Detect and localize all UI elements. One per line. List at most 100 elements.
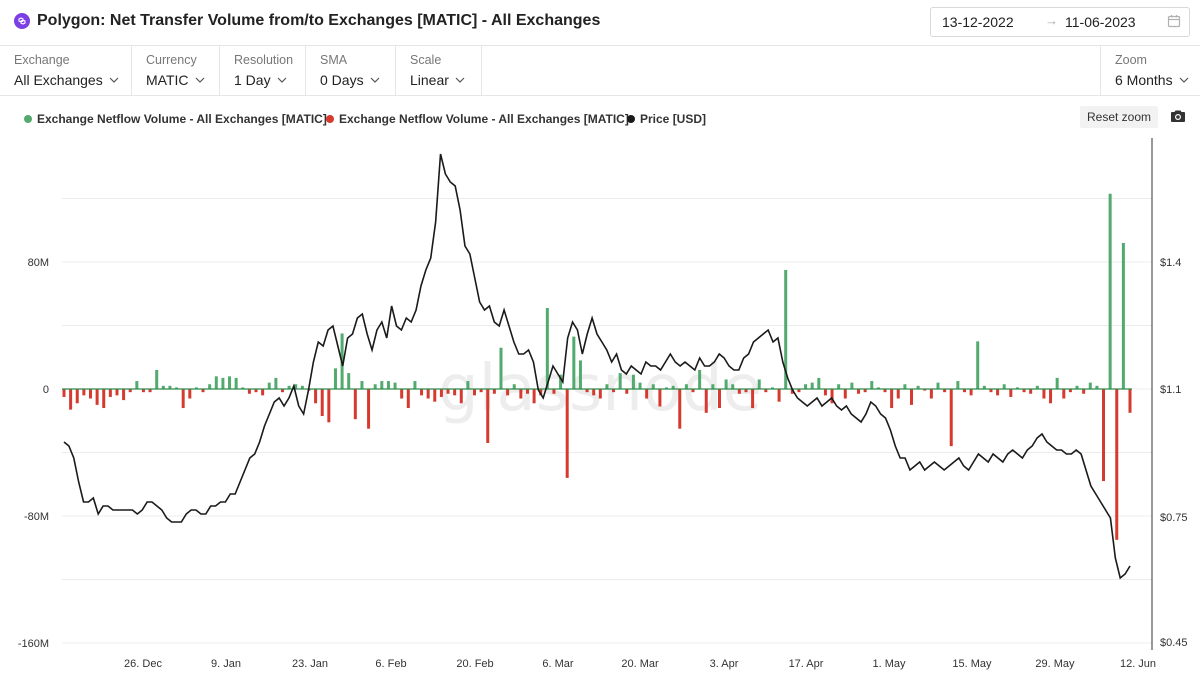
date-range-picker[interactable]: 13-12-2022 → 11-06-2023 [930, 7, 1190, 37]
legend-dot [24, 115, 32, 123]
netflow-bar [804, 384, 808, 389]
netflow-bar [764, 389, 768, 393]
netflow-bar [1108, 193, 1112, 389]
netflow-bar [1095, 385, 1099, 389]
date-to-input[interactable]: 11-06-2023 [1065, 14, 1136, 30]
x-tick-label: 6. Feb [375, 658, 406, 670]
chevron-down-icon [109, 70, 119, 86]
netflow-bar [631, 374, 635, 389]
exchange-label: Exchange [14, 53, 70, 67]
resolution-label: Resolution [234, 53, 294, 67]
netflow-bar [420, 389, 424, 396]
resolution-select[interactable]: Resolution 1 Day [220, 46, 306, 95]
netflow-bar [565, 389, 569, 478]
netflow-bar [989, 389, 993, 393]
netflow-bar [883, 389, 887, 393]
exchange-select[interactable]: Exchange All Exchanges [0, 46, 132, 95]
netflow-bar [770, 387, 774, 389]
netflow-bar [711, 384, 715, 389]
netflow-bar [108, 389, 112, 397]
netflow-bar [393, 382, 397, 389]
netflow-bar [962, 389, 966, 393]
netflow-bar [585, 389, 589, 393]
netflow-bar [870, 381, 874, 389]
sma-label: SMA [320, 53, 348, 67]
x-tick-label: 12. Jun [1120, 658, 1156, 670]
zoom-select[interactable]: Zoom 6 Months [1100, 46, 1200, 95]
netflow-bar [459, 389, 463, 404]
x-tick-label: 15. May [952, 658, 992, 670]
netflow-bar [1035, 385, 1039, 389]
netflow-bar [473, 389, 477, 396]
date-range-arrow: → [1045, 13, 1058, 28]
netflow-bar [784, 269, 788, 389]
netflow-bar [724, 379, 728, 389]
netflow-bar [837, 384, 841, 389]
reset-zoom-button[interactable]: Reset zoom [1080, 106, 1158, 128]
resolution-value: 1 Day [234, 72, 271, 88]
y-left-tick-label: -160M [18, 638, 49, 650]
y-left-tick-label: 80M [28, 257, 49, 269]
legend-item-outflow[interactable]: Exchange Netflow Volume - All Exchanges … [326, 112, 629, 126]
netflow-bar [1088, 382, 1092, 389]
netflow-bar [168, 385, 172, 389]
calendar-icon[interactable] [1167, 14, 1181, 31]
x-tick-label: 1. May [872, 658, 906, 670]
netflow-bar [929, 389, 933, 399]
netflow-bar [281, 389, 284, 393]
netflow-bar [810, 382, 814, 389]
y-right-tick-label: $0.45 [1160, 637, 1188, 649]
currency-select[interactable]: Currency MATIC [132, 46, 220, 95]
netflow-bar [1002, 384, 1006, 389]
netflow-bar [88, 389, 92, 399]
netflow-bar [413, 381, 417, 389]
legend-dot [326, 115, 334, 123]
x-tick-label: 29. May [1035, 658, 1075, 670]
netflow-bar [115, 389, 119, 396]
netflow-bar [439, 389, 443, 397]
scale-label: Scale [410, 53, 442, 67]
date-from-input[interactable]: 13-12-2022 [942, 14, 1014, 30]
legend-label: Price [USD] [640, 112, 707, 126]
netflow-bar [1128, 389, 1132, 413]
scale-select[interactable]: Scale Linear [396, 46, 482, 95]
x-tick-label: 17. Apr [789, 658, 824, 670]
camera-icon[interactable] [1170, 109, 1186, 128]
x-tick-label: 6. Mar [542, 658, 574, 670]
legend-item-price[interactable]: Price [USD] [627, 112, 706, 126]
netflow-bar [612, 389, 616, 393]
netflow-bar [572, 336, 576, 389]
netflow-bar [228, 376, 232, 389]
netflow-bar [910, 389, 913, 405]
netflow-bar [777, 389, 781, 402]
netflow-bar [148, 389, 152, 393]
netflow-bar [181, 389, 185, 409]
netflow-bar [843, 389, 847, 399]
netflow-bar [645, 389, 649, 399]
netflow-bar [559, 374, 563, 389]
left-axis: 80M 0 -80M -160M [18, 257, 49, 650]
netflow-bar [1062, 389, 1066, 399]
netflow-bar [360, 381, 364, 389]
netflow-bar [1049, 389, 1053, 404]
polygon-logo-icon [14, 13, 30, 29]
netflow-bar [823, 389, 827, 396]
chevron-down-icon [1179, 70, 1189, 86]
legend-item-inflow[interactable]: Exchange Netflow Volume - All Exchanges … [24, 112, 327, 126]
netflow-bar [69, 389, 73, 410]
netflow-bar [1009, 389, 1013, 397]
netflow-bar [400, 389, 404, 399]
y-left-tick-label: -80M [24, 511, 49, 523]
netflow-bar [751, 389, 755, 409]
sma-select[interactable]: SMA 0 Days [306, 46, 396, 95]
netflow-bar [453, 389, 457, 396]
netflow-bar [492, 389, 496, 394]
netflow-bar [578, 360, 582, 389]
netflow-bar [916, 385, 920, 389]
netflow-bar [247, 389, 251, 394]
netflow-bar [737, 389, 741, 394]
netflow-bar [671, 385, 675, 389]
netflow-bar [241, 387, 245, 389]
netflow-bar [757, 379, 761, 389]
